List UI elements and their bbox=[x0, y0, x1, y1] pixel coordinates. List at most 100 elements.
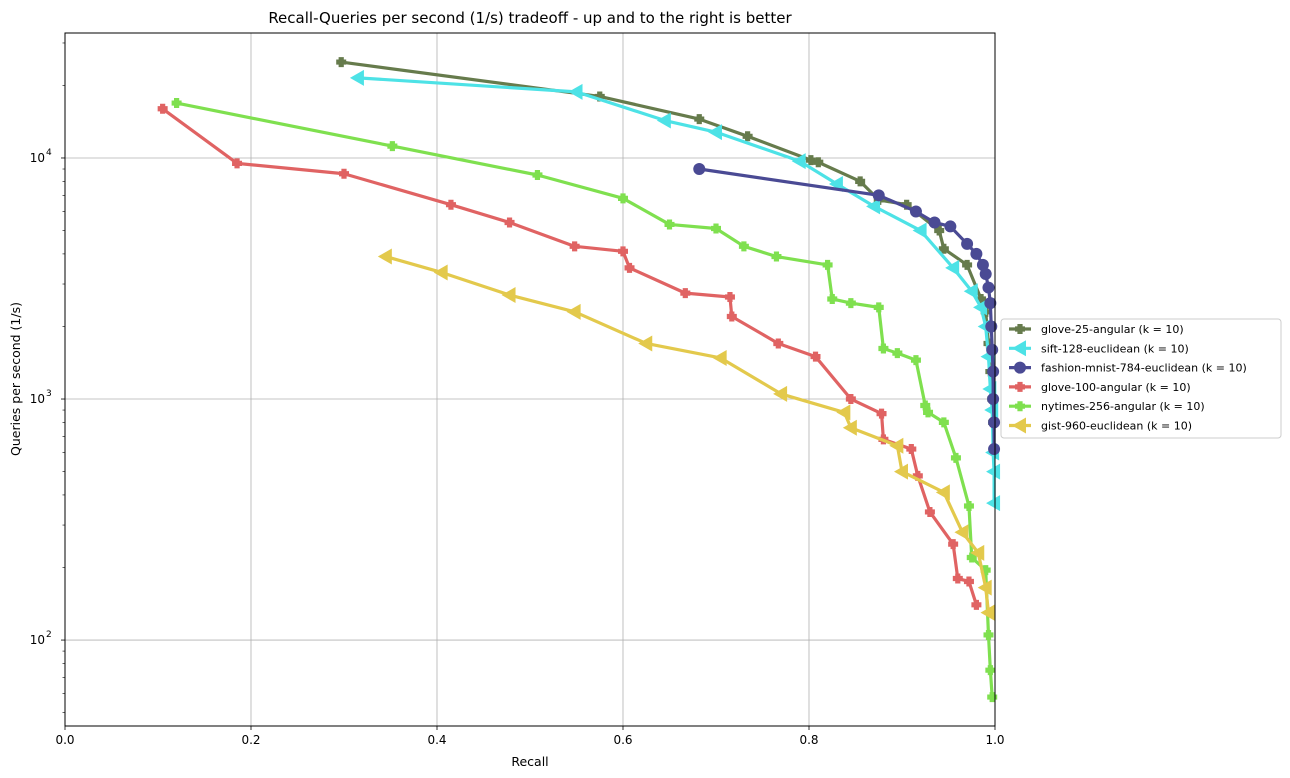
data-point bbox=[982, 281, 995, 294]
data-point bbox=[664, 219, 675, 230]
data-point bbox=[810, 351, 821, 362]
data-point bbox=[944, 220, 957, 233]
data-point bbox=[618, 246, 629, 257]
data-point bbox=[954, 524, 969, 541]
x-axis-label: Recall bbox=[511, 754, 548, 769]
data-point bbox=[894, 463, 908, 480]
data-point bbox=[988, 443, 1001, 456]
series-gist-960-euclidean bbox=[377, 248, 995, 621]
data-point bbox=[961, 237, 974, 250]
legend-entry-label: gist-960-euclidean (k = 10) bbox=[1041, 420, 1192, 433]
data-point bbox=[950, 452, 961, 463]
data-point bbox=[980, 604, 995, 621]
legend-entry-label: glove-100-angular (k = 10) bbox=[1041, 381, 1191, 394]
data-point bbox=[976, 258, 989, 271]
series-nytimes-256-angular bbox=[171, 98, 998, 703]
data-point bbox=[569, 241, 580, 252]
data-point bbox=[845, 298, 856, 309]
data-point bbox=[985, 320, 998, 333]
data-point bbox=[948, 539, 959, 550]
data-point bbox=[855, 176, 866, 187]
data-point bbox=[945, 259, 960, 276]
data-point bbox=[708, 124, 722, 141]
data-point bbox=[987, 393, 1000, 406]
series-glove-25-angular bbox=[336, 57, 999, 428]
data-point bbox=[971, 599, 982, 610]
data-point bbox=[963, 500, 974, 511]
data-point bbox=[983, 629, 994, 640]
x-tick-label: 1.0 bbox=[985, 733, 1004, 747]
x-tick-label: 0.2 bbox=[241, 733, 260, 747]
data-point bbox=[988, 416, 1001, 429]
chart-title: Recall-Queries per second (1/s) tradeoff… bbox=[268, 9, 792, 27]
data-point bbox=[935, 484, 950, 501]
legend-entry-label: sift-128-euclidean (k = 10) bbox=[1041, 342, 1189, 355]
data-point bbox=[726, 311, 737, 322]
x-tick-label: 0.4 bbox=[427, 733, 446, 747]
data-point bbox=[171, 98, 182, 109]
data-point bbox=[912, 222, 927, 239]
y-tick-exponent: 3 bbox=[46, 389, 52, 399]
data-point bbox=[987, 365, 1000, 378]
data-point bbox=[845, 394, 856, 405]
data-point bbox=[712, 349, 727, 366]
data-point bbox=[928, 216, 941, 229]
data-point bbox=[923, 407, 934, 418]
data-point bbox=[618, 193, 629, 204]
data-point bbox=[711, 223, 722, 234]
data-point bbox=[842, 419, 857, 436]
data-point bbox=[771, 251, 782, 262]
data-point bbox=[738, 241, 749, 252]
data-point bbox=[433, 264, 448, 281]
data-point bbox=[979, 268, 992, 281]
data-point bbox=[892, 348, 903, 359]
y-tick-exponent: 4 bbox=[46, 148, 52, 158]
data-point bbox=[532, 169, 543, 180]
data-point bbox=[1014, 401, 1025, 412]
data-point bbox=[924, 506, 935, 517]
data-point bbox=[986, 495, 1001, 512]
x-tick-label: 0.6 bbox=[613, 733, 632, 747]
data-point bbox=[952, 573, 963, 584]
data-point bbox=[873, 302, 884, 313]
x-tick-label: 0.0 bbox=[55, 733, 74, 747]
data-point bbox=[694, 114, 705, 125]
y-tick-label: 10 bbox=[30, 633, 45, 647]
legend-entry-label: nytimes-256-angular (k = 10) bbox=[1041, 400, 1205, 413]
y-tick-label: 10 bbox=[30, 392, 45, 406]
data-point bbox=[813, 157, 824, 168]
data-point bbox=[1014, 361, 1026, 374]
data-point bbox=[680, 288, 691, 299]
data-point bbox=[876, 408, 887, 419]
legend-box bbox=[1000, 318, 1282, 439]
data-point bbox=[938, 243, 949, 254]
series-fashion-mnist-784-euclidean bbox=[693, 163, 1001, 456]
data-point bbox=[387, 141, 398, 152]
data-point bbox=[638, 335, 653, 352]
data-point bbox=[773, 338, 784, 349]
series-layer bbox=[157, 57, 1001, 703]
plot-frame bbox=[64, 32, 996, 727]
data-point bbox=[566, 303, 581, 320]
data-point bbox=[986, 463, 1001, 480]
data-point bbox=[773, 385, 788, 402]
data-point bbox=[836, 404, 851, 421]
data-point bbox=[742, 131, 753, 142]
data-point bbox=[970, 247, 983, 260]
data-point bbox=[349, 69, 364, 86]
data-point bbox=[906, 444, 917, 455]
y-tick-label: 10 bbox=[30, 151, 45, 165]
data-point bbox=[339, 168, 349, 179]
data-point bbox=[889, 437, 904, 454]
data-point bbox=[445, 199, 456, 210]
data-point bbox=[822, 259, 833, 270]
data-point bbox=[377, 248, 392, 265]
data-point bbox=[962, 259, 973, 270]
legend-entry-label: glove-25-angular (k = 10) bbox=[1041, 323, 1184, 336]
data-point bbox=[1012, 340, 1026, 357]
data-point bbox=[987, 692, 998, 703]
gridlines bbox=[64, 33, 996, 726]
data-point bbox=[1012, 417, 1026, 434]
series-line bbox=[384, 254, 991, 615]
